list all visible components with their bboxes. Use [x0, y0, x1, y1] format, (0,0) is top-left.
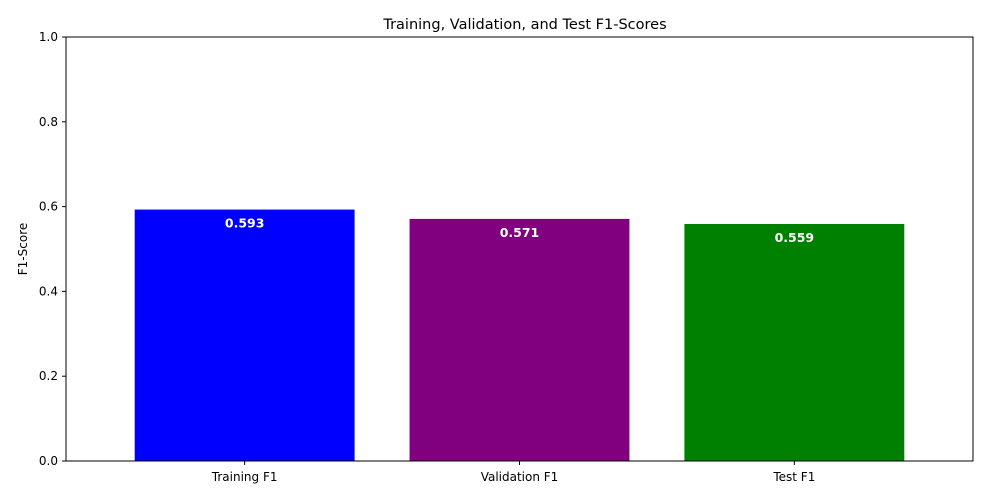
x-tick-label: Test F1: [772, 470, 815, 484]
bar: [134, 209, 355, 461]
y-tick-label: 0.6: [39, 200, 58, 214]
plot-area: 0.0 0.2 0.4 0.6 0.8 1.0 0.593 Training F1 0.571 V…: [39, 30, 905, 484]
y-tick-label: 0.2: [39, 369, 58, 383]
plot-frame: [65, 36, 974, 462]
chart-title: Training, Validation, and Test F1-Scores: [382, 17, 666, 33]
bar-value-label: 0.559: [775, 230, 815, 245]
y-axis-label: F1-Score: [16, 223, 30, 275]
y-tick-label: 0.4: [39, 284, 58, 298]
y-tick-label: 1.0: [39, 30, 58, 44]
bar: [684, 223, 905, 461]
x-tick-label: Validation F1: [481, 470, 559, 484]
y-tick-label: 0.0: [39, 454, 58, 468]
bar-value-label: 0.593: [225, 216, 265, 231]
bar-value-label: 0.571: [500, 225, 540, 240]
x-tick-label: Training F1: [211, 470, 278, 484]
y-tick-label: 0.8: [39, 115, 58, 129]
bar: [409, 218, 630, 461]
